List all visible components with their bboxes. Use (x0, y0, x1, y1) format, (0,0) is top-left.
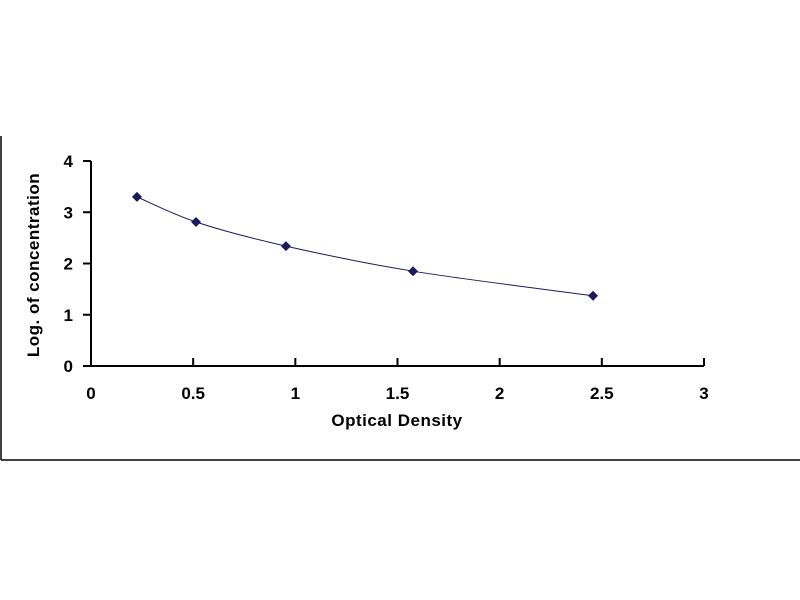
tick-labels: 0 0.5 1 1.5 2 2.5 3 0 1 2 3 4 (64, 152, 709, 403)
fitted-curve (136, 196, 594, 297)
data-point (191, 216, 202, 227)
y-tick-label: 4 (64, 152, 74, 171)
x-tick-label: 3 (699, 384, 708, 403)
axes (83, 160, 705, 367)
x-tick-label: 0.5 (181, 384, 205, 403)
frame (0, 136, 800, 461)
y-tick-label: 2 (64, 255, 73, 274)
x-tick-label: 0 (86, 384, 95, 403)
x-tick-label: 1.5 (386, 384, 410, 403)
data-point (280, 241, 291, 252)
x-tick-label: 2 (495, 384, 504, 403)
data-point (131, 191, 142, 202)
x-tick-label: 1 (291, 384, 300, 403)
data-point (588, 290, 599, 301)
y-axis-label: Log. of concentration (24, 173, 43, 357)
data-points (131, 191, 599, 301)
data-point (408, 266, 419, 277)
y-tick-label: 1 (64, 306, 73, 325)
x-axis-label: Optical Density (331, 411, 462, 430)
y-tick-label: 0 (64, 357, 73, 376)
y-tick-label: 3 (64, 203, 73, 222)
x-tick-label: 2.5 (590, 384, 614, 403)
